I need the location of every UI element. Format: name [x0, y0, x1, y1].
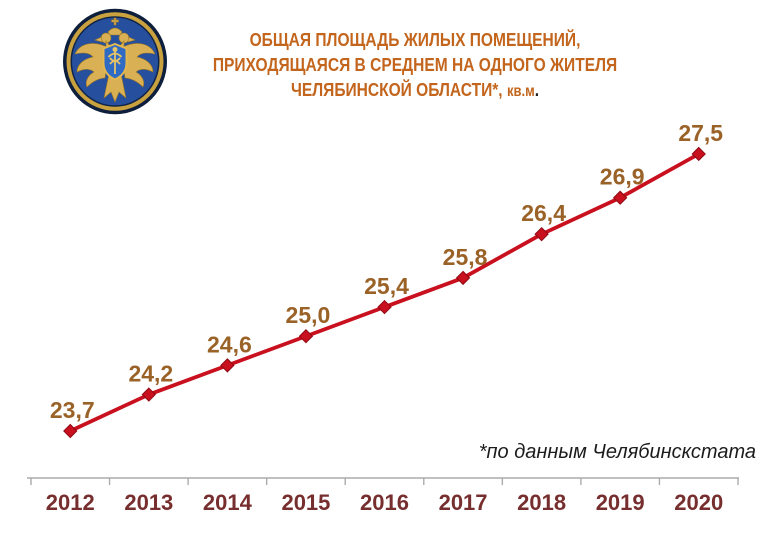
data-point-2019: [612, 190, 628, 205]
chart-title-line1: ОБЩАЯ ПЛОЩАДЬ ЖИЛЫХ ПОМЕЩЕНИЙ,: [249, 29, 581, 50]
x-axis-label-2014: 2014: [203, 490, 253, 515]
data-point-2014: [220, 358, 235, 373]
chart-title-line3: ЧЕЛЯБИНСКОЙ ОБЛАСТИ*, кв.м.: [176, 77, 655, 104]
x-axis-label-2017: 2017: [439, 490, 488, 515]
chart-title-line2: ПРИХОДЯЩАЯСЯ В СРЕДНЕМ НА ОДНОГО ЖИТЕЛЯ: [212, 54, 618, 75]
data-point-2020: [691, 146, 706, 162]
data-point-2015: [298, 329, 314, 344]
data-point-2018: [534, 226, 549, 242]
chart-title-unit: кв.м: [506, 83, 535, 100]
x-axis-label-2015: 2015: [281, 490, 330, 515]
chart-title: ОБЩАЯ ПЛОЩАДЬ ЖИЛЫХ ПОМЕЩЕНИЙ, ПРИХОДЯЩА…: [176, 27, 655, 104]
caduceus-icon: [107, 47, 123, 74]
data-label-2015: 25,0: [286, 302, 331, 328]
data-point-2012: [63, 423, 78, 439]
x-axis-label-2013: 2013: [124, 490, 173, 515]
data-label-2018: 26,4: [521, 200, 566, 226]
data-label-2019: 26,9: [600, 164, 645, 190]
data-label-2012: 23,7: [50, 397, 95, 423]
chart-title-line3-main: ЧЕЛЯБИНСКОЙ ОБЛАСТИ*,: [290, 79, 507, 100]
data-label-2014: 24,6: [207, 331, 252, 357]
data-label-2017: 25,8: [443, 244, 488, 270]
emblem-graphic: [63, 8, 167, 115]
x-axis-label-2012: 2012: [46, 490, 95, 515]
data-label-2016: 25,4: [364, 273, 409, 299]
x-axis-label-2020: 2020: [674, 490, 723, 515]
data-point-2016: [377, 299, 392, 315]
x-axis-label-2019: 2019: [596, 490, 645, 515]
data-label-2013: 24,2: [128, 361, 173, 387]
data-label-2020: 27,5: [678, 120, 723, 146]
x-axis-label-2018: 2018: [517, 490, 566, 515]
data-point-2017: [455, 270, 471, 286]
rosstat-emblem-logo: [62, 8, 168, 115]
x-axis-label-2016: 2016: [360, 490, 409, 515]
data-point-2013: [141, 387, 157, 402]
source-footnote: *по данным Челябинскстата: [478, 441, 756, 463]
chart-title-period: .: [534, 79, 540, 100]
